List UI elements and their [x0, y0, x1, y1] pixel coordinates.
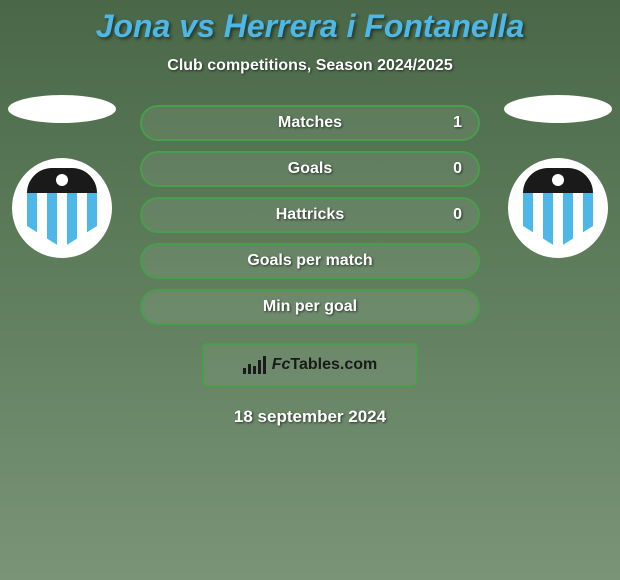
stats-list: Matches 1 Goals 0 Hattricks 0 Goals per …: [140, 105, 480, 325]
club-badge-right: [508, 158, 608, 258]
brand-badge: FcTables.com: [202, 343, 418, 387]
stat-row-min-per-goal: Min per goal: [140, 289, 480, 325]
comparison-content: Matches 1 Goals 0 Hattricks 0 Goals per …: [0, 105, 620, 427]
brand-fc: Fc: [272, 356, 291, 373]
page-title: Jona vs Herrera i Fontanella: [0, 0, 620, 45]
chart-icon: [243, 356, 266, 374]
stat-value: 0: [453, 160, 462, 178]
stat-label: Min per goal: [263, 298, 357, 316]
stat-row-goals: Goals 0: [140, 151, 480, 187]
stat-label: Goals per match: [247, 252, 372, 270]
stat-value: 1: [453, 114, 462, 132]
stat-row-hattricks: Hattricks 0: [140, 197, 480, 233]
stat-row-goals-per-match: Goals per match: [140, 243, 480, 279]
player-silhouette-left: [8, 95, 116, 123]
brand-text: FcTables.com: [272, 356, 378, 374]
stat-label: Hattricks: [276, 206, 344, 224]
stat-value: 0: [453, 206, 462, 224]
stat-row-matches: Matches 1: [140, 105, 480, 141]
player-silhouette-right: [504, 95, 612, 123]
subtitle: Club competitions, Season 2024/2025: [0, 57, 620, 75]
stat-label: Goals: [288, 160, 332, 178]
stat-label: Matches: [278, 114, 342, 132]
player-right-avatar: [504, 95, 612, 258]
club-badge-left: [12, 158, 112, 258]
player-left-avatar: [8, 95, 116, 258]
date-label: 18 september 2024: [0, 407, 620, 427]
brand-tables: Tables.com: [290, 356, 377, 373]
